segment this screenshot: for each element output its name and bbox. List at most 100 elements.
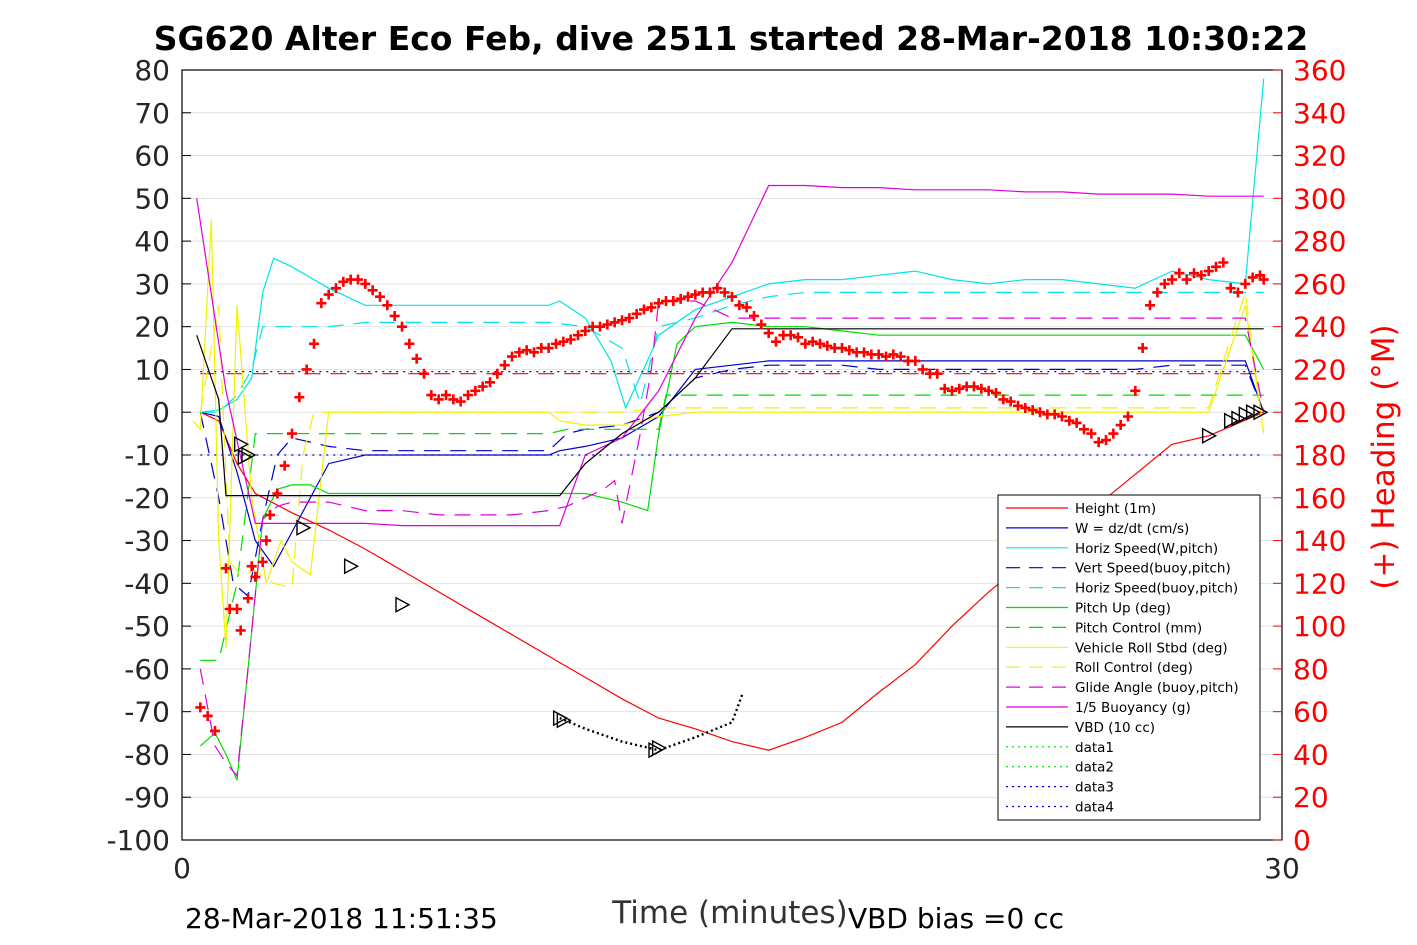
heading-point bbox=[1203, 266, 1214, 277]
heading-point bbox=[646, 302, 657, 313]
right-tick-label: 280 bbox=[1293, 225, 1346, 258]
heading-point bbox=[873, 349, 884, 360]
heading-point bbox=[1247, 272, 1258, 283]
left-tick-label: -100 bbox=[106, 824, 170, 857]
heading-point bbox=[514, 347, 525, 358]
right-tick-label: 20 bbox=[1293, 781, 1329, 814]
heading-point bbox=[470, 385, 481, 396]
heading-point bbox=[309, 338, 319, 349]
legend-label: Vehicle Roll Stbd (deg) bbox=[1075, 640, 1228, 656]
heading-point bbox=[551, 338, 561, 349]
legend: Height (1m) W = dz/dt (cm/s) Horiz Speed(W… bbox=[997, 494, 1261, 821]
x-tick-label: 0 bbox=[173, 852, 191, 885]
heading-point bbox=[771, 336, 781, 347]
heading-point bbox=[807, 336, 818, 347]
heading-point bbox=[323, 289, 334, 300]
heading-point bbox=[1152, 287, 1163, 298]
heading-point bbox=[675, 293, 686, 304]
heading-point bbox=[976, 383, 987, 394]
right-tick-label: 180 bbox=[1293, 439, 1346, 472]
left-axis: 80 70 60 50 40 30 20 10 0 -10 -20 -30 -40 -50 -60 -70 -8… bbox=[106, 54, 191, 857]
heading-point bbox=[881, 351, 891, 362]
heading-point bbox=[448, 394, 459, 405]
legend-label: VBD (10 cc) bbox=[1075, 720, 1155, 736]
heading-point bbox=[998, 394, 1009, 405]
heading-point bbox=[954, 383, 965, 394]
heading-point bbox=[389, 310, 400, 321]
left-tick-label: 30 bbox=[134, 268, 170, 301]
legend-label: Glide Angle (buoy,pitch) bbox=[1075, 680, 1239, 696]
triangle-marker bbox=[651, 739, 668, 757]
heading-point bbox=[1130, 385, 1141, 396]
heading-point bbox=[793, 332, 803, 343]
heading-point bbox=[844, 345, 855, 356]
heading-point bbox=[947, 385, 957, 396]
heading-point bbox=[1225, 283, 1236, 294]
heading-point bbox=[719, 287, 730, 298]
heading-point bbox=[529, 347, 539, 358]
left-tick-label: 70 bbox=[134, 97, 170, 130]
heading-point bbox=[910, 355, 921, 366]
heading-point bbox=[800, 338, 811, 349]
legend-label: data1 bbox=[1075, 740, 1114, 756]
heading-point bbox=[419, 368, 429, 379]
left-tick-label: 0 bbox=[152, 396, 170, 429]
heading-point bbox=[741, 302, 752, 313]
heading-point bbox=[668, 296, 679, 306]
heading-point bbox=[1101, 435, 1111, 446]
legend-label: 1/5 Buoyancy (g) bbox=[1075, 700, 1191, 716]
heading-point bbox=[895, 351, 906, 362]
triangle-marker bbox=[1231, 410, 1247, 427]
heading-point bbox=[756, 319, 767, 330]
triangle-marker bbox=[241, 446, 257, 464]
legend-label: data4 bbox=[1075, 800, 1114, 816]
heading-point bbox=[609, 317, 620, 328]
heading-point bbox=[917, 364, 928, 375]
right-tick-label: 80 bbox=[1293, 653, 1329, 686]
heading-point bbox=[683, 291, 693, 302]
heading-point bbox=[1035, 407, 1045, 418]
heading-point bbox=[426, 390, 437, 401]
heading-point bbox=[822, 340, 833, 351]
triangle-marker bbox=[343, 558, 360, 575]
series-line-pitch-up-deg bbox=[199, 321, 1265, 781]
heading-point bbox=[331, 283, 341, 294]
heading-point bbox=[1167, 274, 1177, 285]
series-line-w-dz-dt-cm-s bbox=[200, 360, 1265, 568]
heading-point bbox=[261, 535, 272, 546]
heading-point bbox=[382, 300, 393, 311]
heading-point bbox=[1027, 405, 1038, 416]
right-tick-label: 320 bbox=[1293, 140, 1346, 173]
heading-point bbox=[1196, 270, 1207, 281]
heading-point bbox=[221, 563, 231, 574]
footer-timestamp: 28-Mar-2018 11:51:35 bbox=[185, 902, 498, 935]
heading-point bbox=[338, 276, 349, 287]
legend-label: W = dz/dt (cm/s) bbox=[1075, 521, 1189, 537]
right-tick-label: 160 bbox=[1293, 482, 1346, 515]
heading-point bbox=[749, 310, 759, 321]
heading-point bbox=[397, 321, 407, 332]
heading-point bbox=[1218, 257, 1229, 268]
heading-point bbox=[243, 593, 253, 604]
right-tick-label: 140 bbox=[1293, 525, 1346, 558]
triangle-marker bbox=[556, 712, 572, 729]
right-tick-label: 220 bbox=[1293, 353, 1346, 386]
series-line-roll-control-deg bbox=[199, 292, 1265, 589]
legend-label: Vert Speed(buoy,pitch) bbox=[1075, 561, 1231, 577]
heading-point bbox=[932, 368, 943, 379]
heading-point bbox=[1049, 409, 1060, 420]
series-line-horiz-speed-buoy-pitch bbox=[200, 291, 1264, 413]
heading-point bbox=[705, 287, 715, 298]
heading-point bbox=[360, 278, 371, 289]
right-tick-label: 340 bbox=[1293, 97, 1346, 130]
heading-point bbox=[1086, 428, 1097, 439]
heading-point bbox=[763, 328, 774, 339]
heading-point bbox=[433, 394, 444, 405]
heading-point bbox=[1174, 268, 1185, 279]
heading-point bbox=[1189, 268, 1199, 279]
legend-label: Pitch Up (deg) bbox=[1075, 601, 1171, 617]
heading-point bbox=[1137, 343, 1148, 354]
right-axis: 3603403203002802602402202001801601401201… bbox=[1273, 54, 1346, 857]
heading-point bbox=[558, 336, 569, 347]
